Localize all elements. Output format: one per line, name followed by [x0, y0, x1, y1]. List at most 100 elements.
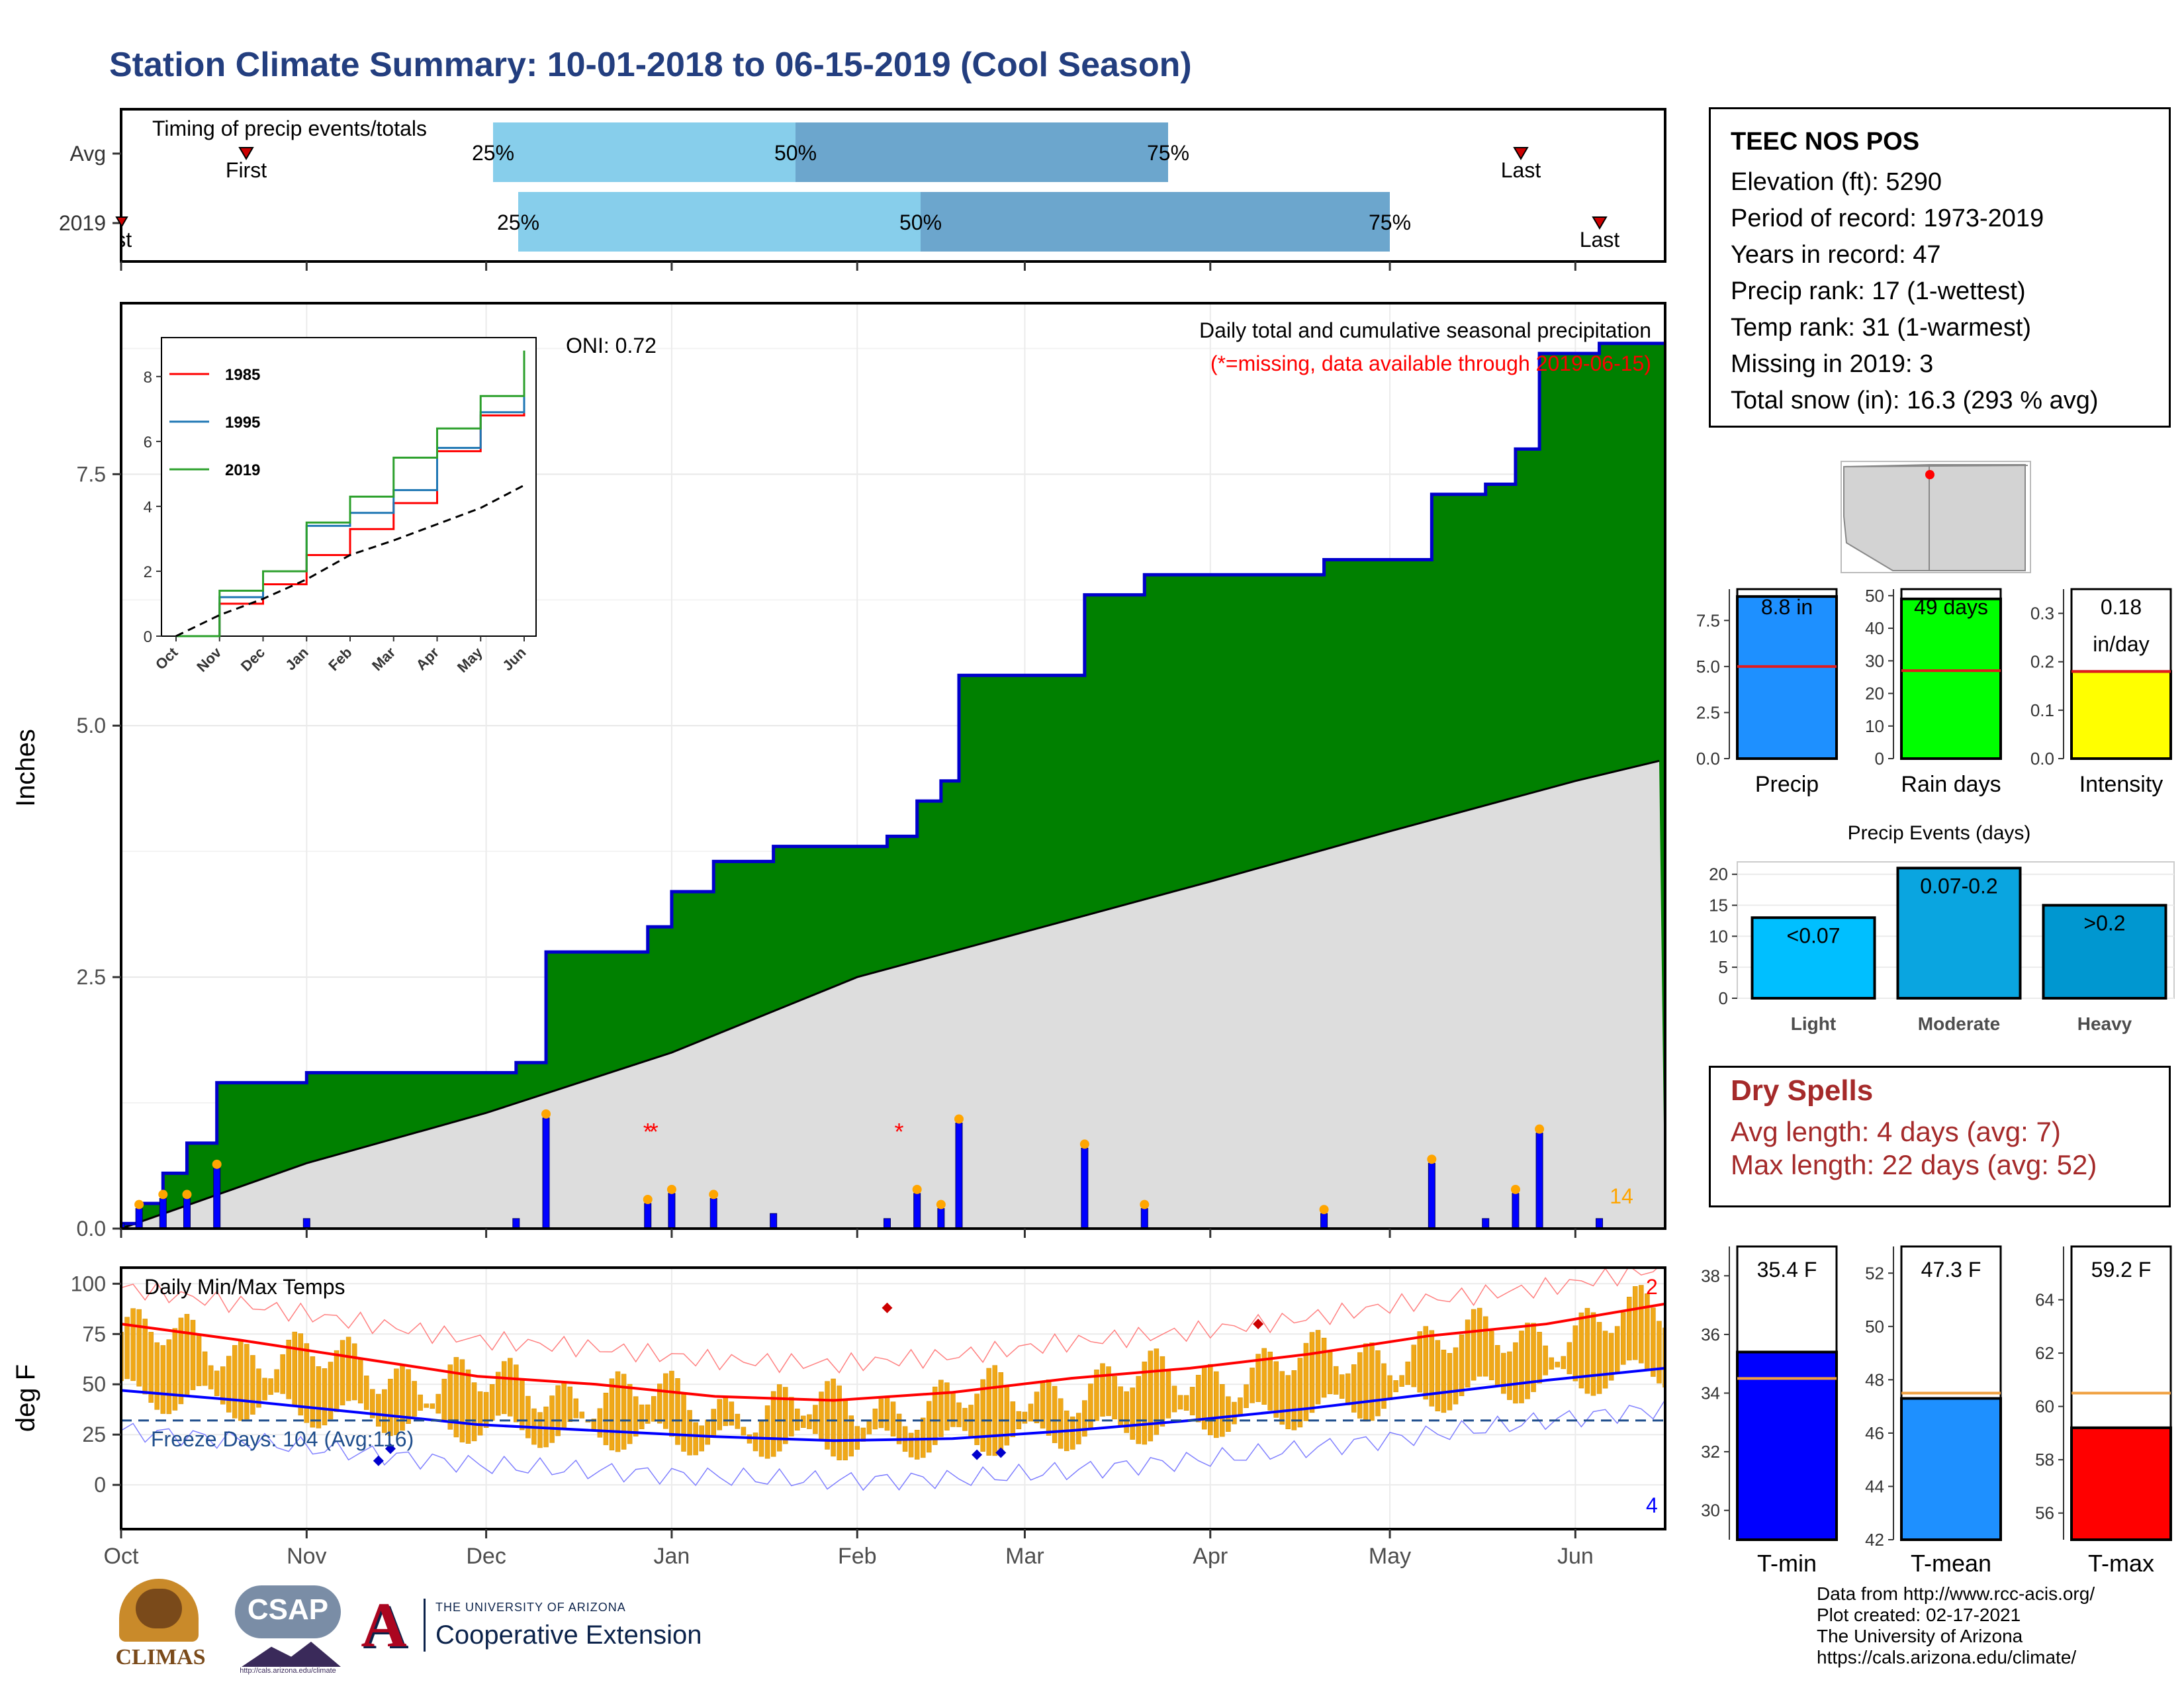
- credit-line: Plot created: 02-17-2021: [1817, 1605, 2021, 1625]
- temp-summary-y-tick-label: 42: [1865, 1530, 1884, 1550]
- timing-avg-p75: 75%: [1147, 141, 1189, 165]
- daily-temp-bar: [250, 1355, 255, 1415]
- daily-temp-bar: [1100, 1363, 1105, 1417]
- missing-data-marker: *: [895, 1118, 904, 1145]
- inset-x-tick-label: May: [454, 643, 486, 675]
- daily-temp-bar: [220, 1366, 226, 1405]
- summary-bar: [1736, 595, 1838, 760]
- timing-avg-q1: [493, 122, 796, 182]
- summary-bars: 0.0 2.5 5.0 7.5 8.8 in Precip 0 10 20 30 40 50 49 da…: [1696, 586, 2172, 797]
- station-missing: Missing in 2019: 3: [1731, 350, 1934, 378]
- record-low-marker: [995, 1447, 1007, 1458]
- daily-precip-bar: [668, 1193, 676, 1229]
- record-low-marker: [972, 1449, 983, 1460]
- daily-temp-bar: [447, 1364, 453, 1430]
- inset-y-tick-label: 4: [144, 498, 152, 516]
- daily-temp-bar: [514, 1364, 519, 1423]
- precip-y-tick-label: 2.5: [77, 965, 106, 989]
- daily-temp-bar: [1214, 1371, 1219, 1438]
- summary-y-tick-label: 0.3: [2030, 604, 2054, 624]
- temp-summary-bar: [1736, 1350, 1838, 1541]
- timing-avg-last: Last: [1501, 158, 1541, 182]
- month-tick-label: Nov: [287, 1544, 326, 1569]
- snow-marker: [709, 1190, 719, 1199]
- station-temp-rank: Temp rank: 31 (1-warmest): [1731, 314, 2032, 342]
- daily-temp-bar: [878, 1398, 884, 1429]
- daily-temp-bar: [902, 1426, 908, 1452]
- daily-temp-bar: [1130, 1387, 1135, 1440]
- temp-summary-y-tick-label: 50: [1865, 1317, 1884, 1336]
- daily-temp-bar: [1519, 1331, 1524, 1403]
- daily-temp-bar: [639, 1404, 645, 1429]
- daily-temp-bar: [585, 1419, 591, 1423]
- daily-precip-bar: [1081, 1147, 1089, 1229]
- daily-temp-bar: [1543, 1345, 1548, 1376]
- precip-plot: ** *: [121, 342, 1665, 1229]
- temp-summary-y-tick-label: 52: [1865, 1263, 1884, 1283]
- daily-temp-bar: [1567, 1342, 1572, 1374]
- events-category-label: Heavy: [2077, 1013, 2132, 1034]
- summary-bar-frame: [1736, 588, 1838, 760]
- daily-temp-bar: [1596, 1322, 1602, 1394]
- daily-temp-bar: [1195, 1374, 1201, 1423]
- month-tick-label: Apr: [1193, 1544, 1228, 1569]
- daily-temp-bar: [477, 1391, 483, 1436]
- daily-temp-bar: [1094, 1369, 1099, 1421]
- inset-x-tick-label: Oct: [152, 643, 181, 673]
- daily-temp-bar: [1405, 1361, 1410, 1385]
- daily-temp-bar: [274, 1369, 279, 1393]
- daily-temp-bar: [1453, 1347, 1459, 1405]
- daily-temp-bar: [651, 1396, 657, 1422]
- daily-temp-bar: [286, 1339, 291, 1399]
- daily-precip-bar: [1535, 1133, 1543, 1229]
- temp-summary-y-tick-label: 46: [1865, 1423, 1884, 1443]
- daily-temp-bar: [1052, 1385, 1058, 1443]
- inset-x-tick-label: Jun: [499, 644, 529, 674]
- events-bar: [2042, 904, 2167, 1000]
- daily-temp-bar: [621, 1374, 627, 1450]
- daily-temp-bar: [866, 1420, 872, 1434]
- snow-marker: [666, 1184, 676, 1194]
- events-bar-label: >0.2: [2083, 912, 2125, 935]
- daily-temp-bar: [1106, 1366, 1111, 1417]
- summary-bar-unit: in/day: [2093, 632, 2149, 656]
- temp-summary-y-tick-label: 32: [1701, 1442, 1720, 1462]
- daily-temp-bar: [543, 1406, 549, 1448]
- inset-x-tick-label: Mar: [369, 644, 399, 675]
- daily-temp-bar: [705, 1419, 710, 1445]
- temp-y-tick-label: 100: [71, 1272, 106, 1295]
- temp-y-axis: 0 25 50 75 100: [71, 1272, 121, 1497]
- daily-temp-bar: [430, 1403, 435, 1409]
- station-elevation: Elevation (ft): 5290: [1731, 168, 1942, 196]
- daily-temp-bar: [121, 1331, 124, 1382]
- daily-precip-bar: [512, 1218, 520, 1229]
- credit-line: The University of Arizona: [1817, 1626, 2023, 1646]
- daily-temp-bar: [764, 1405, 770, 1459]
- daily-temp-bar: [627, 1383, 633, 1444]
- daily-temp-bar: [992, 1365, 997, 1456]
- daily-precip-bar: [1320, 1213, 1328, 1229]
- freeze-label: Freeze Days: 104 (Avg:116): [151, 1427, 414, 1451]
- dry-spells-box: Dry Spells Avg length: 4 days (avg: 7) M…: [1709, 1066, 2171, 1207]
- daily-temp-bar: [1165, 1370, 1171, 1419]
- daily-temp-bar: [914, 1430, 920, 1460]
- daily-temp-bar: [1183, 1395, 1189, 1411]
- temp-y-tick-label: 50: [82, 1372, 106, 1396]
- daily-temp-bar: [795, 1408, 800, 1430]
- daily-temp-bar: [471, 1382, 477, 1442]
- daily-temp-bar: [657, 1383, 662, 1424]
- daily-temp-bar: [597, 1408, 603, 1438]
- daily-temp-bar: [1232, 1401, 1237, 1425]
- summary-bar: [1900, 597, 2002, 760]
- summary-bar-value: 49 days: [1914, 595, 1988, 619]
- daily-temp-bar: [741, 1427, 747, 1436]
- daily-temp-bar: [776, 1384, 782, 1452]
- daily-temp-bar: [1201, 1366, 1207, 1430]
- summary-y-tick-label: 0.1: [2030, 700, 2054, 720]
- daily-precip-bar: [183, 1197, 191, 1229]
- daily-temp-bar: [184, 1313, 190, 1397]
- daily-temp-bar: [1608, 1333, 1614, 1381]
- daily-temp-bar: [525, 1395, 531, 1438]
- daily-temp-bar: [609, 1378, 615, 1450]
- inset-x-tick-label: Apr: [413, 644, 443, 674]
